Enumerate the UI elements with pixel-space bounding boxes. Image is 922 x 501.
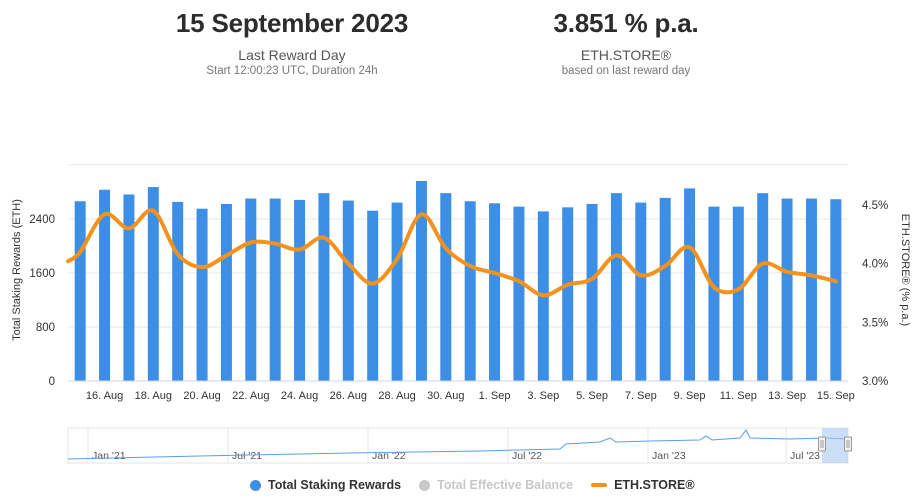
chart-axes: 0 800 1600 2400 3.0% 3.5% 4.0% 4.5% Total Stakin… xyxy=(11,199,911,402)
navigator-tick-label: Jul '22 xyxy=(512,450,542,462)
eth-store-rate-label: ETH.STORE® xyxy=(580,47,672,63)
y-tick-label-left: 0 xyxy=(49,376,55,388)
x-tick-label: 30. Aug xyxy=(427,390,464,402)
legend-marker xyxy=(250,479,261,491)
x-tick-label: 13. Sep xyxy=(768,390,806,402)
bar xyxy=(805,198,817,381)
legend-item-eth-store[interactable]: ETH.STORE® xyxy=(591,478,695,492)
x-tick-label: 20. Aug xyxy=(183,390,220,402)
bar xyxy=(781,198,793,381)
x-tick-label: 3. Sep xyxy=(527,390,559,402)
x-tick-label: 26. Aug xyxy=(330,390,367,402)
y-axis-title-left: Total Staking Rewards (ETH) xyxy=(11,199,23,341)
bar xyxy=(659,197,671,381)
bar xyxy=(489,203,501,381)
last-reward-day-stat: 15 September 2023 Last Reward Day Start … xyxy=(142,8,442,77)
bar xyxy=(318,193,330,381)
bar xyxy=(464,201,476,381)
legend-label: Total Staking Rewards xyxy=(268,478,402,492)
navigator: Jan '21 Jul '21 Jan '22 Jul '22 Jan '23 Jul '… xyxy=(67,427,852,464)
navigator-frame xyxy=(67,427,849,464)
x-tick-label: 11. Sep xyxy=(720,390,757,402)
x-tick-label: 16. Aug xyxy=(86,390,123,402)
y-tick-label-right: 4.0% xyxy=(862,259,888,271)
y-tick-label-right: 3.5% xyxy=(862,317,888,329)
bar xyxy=(367,210,379,381)
y-tick-label-left: 2400 xyxy=(29,214,55,226)
y-tick-label-left: 1600 xyxy=(29,268,55,280)
x-tick-label: 15. Sep xyxy=(817,390,855,402)
reward-date: 15 September 2023 xyxy=(175,8,409,38)
legend-label: ETH.STORE® xyxy=(614,478,695,492)
navigator-tick-label: Jul '21 xyxy=(232,450,262,462)
bar xyxy=(830,199,842,381)
bar xyxy=(245,198,257,381)
x-tick-label: 1. Sep xyxy=(479,390,511,402)
eth-store-rate-note: based on last reward day xyxy=(561,65,691,77)
reward-date-note: Start 12:00:23 UTC, Duration 24h xyxy=(206,65,378,77)
legend-label: Total Effective Balance xyxy=(437,478,574,492)
bar xyxy=(391,202,403,381)
bar xyxy=(513,206,525,381)
x-tick-label: 9. Sep xyxy=(674,390,706,402)
bar xyxy=(123,194,135,381)
bar xyxy=(586,203,598,381)
bar xyxy=(708,206,720,381)
bar xyxy=(196,208,208,381)
x-tick-label: 7. Sep xyxy=(625,390,657,402)
bar xyxy=(415,180,427,381)
navigator-tick-label: Jan '21 xyxy=(92,450,126,462)
bar xyxy=(147,187,159,381)
y-axis-title-right: ETH.STORE® (% p.a.) xyxy=(899,214,911,326)
bar xyxy=(172,201,184,381)
chart-grid xyxy=(68,164,848,382)
x-tick-label: 18. Aug xyxy=(135,390,172,402)
eth-store-line xyxy=(66,208,838,298)
navigator-series xyxy=(67,429,849,460)
reward-date-label: Last Reward Day xyxy=(238,47,346,63)
legend-marker xyxy=(591,483,608,487)
x-tick-label: 24. Aug xyxy=(281,390,318,402)
x-tick-label: 22. Aug xyxy=(232,390,269,402)
x-tick-label: 28. Aug xyxy=(378,390,415,402)
bar xyxy=(342,200,354,381)
bar xyxy=(610,193,622,381)
bar xyxy=(294,199,306,381)
bar xyxy=(220,203,232,381)
bar xyxy=(99,189,111,381)
y-tick-label-right: 4.5% xyxy=(862,200,888,212)
y-tick-label-right: 3.0% xyxy=(862,376,888,388)
line-series xyxy=(66,208,838,298)
bar-series xyxy=(74,180,842,381)
navigator-selection xyxy=(822,428,848,463)
legend-item-total-staking-rewards[interactable]: Total Staking Rewards xyxy=(250,478,401,492)
legend-item-total-effective-balance[interactable]: Total Effective Balance xyxy=(419,478,573,492)
chart-legend: Total Staking Rewards Total Effective Ba… xyxy=(250,475,713,495)
y-tick-label-left: 800 xyxy=(36,322,55,334)
eth-store-rate: 3.851 % p.a. xyxy=(553,8,699,38)
navigator-handle xyxy=(818,436,826,452)
bar xyxy=(74,201,86,381)
navigator-handle xyxy=(844,436,852,452)
navigator-tick-label: Jul '23 xyxy=(790,450,820,462)
eth-store-rate-stat: 3.851 % p.a. ETH.STORE® based on last re… xyxy=(476,8,776,77)
bar xyxy=(440,193,452,381)
bar xyxy=(684,188,696,381)
bar xyxy=(635,202,647,381)
bar xyxy=(757,193,769,381)
bar xyxy=(269,198,281,381)
x-tick-label: 5. Sep xyxy=(576,390,608,402)
bar xyxy=(562,207,574,381)
bar xyxy=(732,206,744,381)
navigator-tick-label: Jan '23 xyxy=(652,450,686,462)
legend-marker xyxy=(419,479,431,491)
